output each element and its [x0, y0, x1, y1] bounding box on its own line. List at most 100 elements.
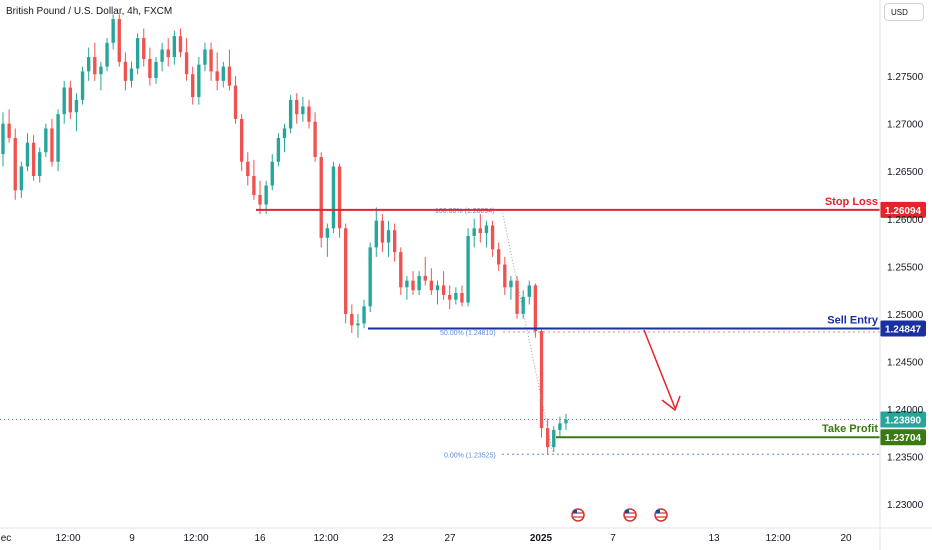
candle-body [331, 166, 336, 229]
candle-body [497, 249, 501, 265]
candle-body [466, 235, 470, 303]
candle-body [13, 137, 17, 191]
currency-selector[interactable]: USD [884, 3, 924, 21]
candle-body [539, 331, 544, 429]
candle-body [86, 57, 91, 72]
candle-body [93, 57, 97, 75]
candle-body [325, 228, 330, 238]
candle-body [374, 220, 378, 248]
x-tick-label: 16 [254, 533, 266, 544]
candles [1, 14, 568, 455]
candle-body [350, 313, 354, 326]
current-price-text: 1.23890 [885, 416, 922, 427]
candle-body [258, 195, 262, 205]
candle-body [123, 61, 128, 81]
x-tick-label: 12:00 [183, 533, 208, 544]
candle-body [441, 285, 446, 295]
level-price-tag [880, 429, 926, 446]
x-tick-label: ec [1, 533, 12, 544]
candle-body [246, 161, 250, 176]
candle-body [264, 185, 268, 205]
candle-body [362, 306, 366, 324]
flag-canton [656, 510, 660, 514]
candle-body [56, 114, 60, 162]
candle-body [74, 99, 79, 113]
candle-body [399, 252, 403, 288]
candle-body [552, 430, 556, 448]
x-tick-label: 20 [840, 533, 852, 544]
candle-body [19, 166, 24, 191]
candle-body [62, 87, 66, 115]
candle-body [142, 38, 146, 59]
candle-body [337, 166, 342, 229]
candle-body [129, 68, 134, 81]
level-price-text: 1.23704 [885, 433, 922, 444]
candle-body [411, 280, 415, 291]
x-tick-label: 9 [129, 533, 135, 544]
candle-body [38, 152, 42, 176]
candle-body [344, 228, 348, 314]
candle-body [209, 49, 213, 72]
candle-body [252, 176, 256, 196]
candle-body [282, 128, 287, 138]
candle-body [31, 142, 36, 176]
x-tick-label: 13 [708, 533, 720, 544]
level-price-tag [880, 320, 926, 337]
candle-body [154, 61, 158, 79]
candle-body [527, 285, 531, 297]
candle-body [295, 99, 299, 115]
level-price-text: 1.24847 [885, 325, 922, 336]
candle-body [545, 428, 550, 448]
level-name-label: Stop Loss [825, 196, 878, 208]
y-tick-label: 1.27000 [887, 120, 924, 131]
flag-canton [625, 510, 629, 514]
flag-canton [573, 510, 577, 514]
candle-body [25, 142, 30, 167]
y-tick-label: 1.27500 [887, 72, 924, 83]
candle-body [313, 121, 317, 157]
candle-body [160, 49, 164, 62]
candle-body [301, 106, 305, 115]
y-tick-label: 1.26500 [887, 167, 924, 178]
current-price-tag [880, 411, 926, 428]
fib-level-label: 50.00% (1.24810) [440, 330, 496, 337]
candle-body [448, 294, 452, 300]
y-tick-label: 1.26000 [887, 215, 924, 226]
candle-body [191, 74, 195, 98]
candle-body [356, 323, 360, 326]
candle-body [50, 128, 54, 162]
candle-body [503, 264, 507, 288]
level-name-label: Take Profit [822, 423, 878, 435]
fib-level-label: 100.00% (1.26094) [435, 208, 495, 215]
candle-body [423, 275, 427, 281]
candle-body [80, 71, 85, 100]
fib-level-label: 0.00% (1.23525) [444, 452, 496, 459]
candle-body [380, 220, 385, 243]
candle-body [135, 38, 140, 69]
candle-body [533, 285, 538, 332]
x-tick-label: 7 [610, 533, 616, 544]
candle-body [392, 230, 397, 253]
candle-body [221, 66, 225, 81]
y-tick-label: 1.24000 [887, 405, 924, 416]
candle-body [435, 285, 440, 291]
candle-body [184, 52, 189, 75]
candle-body [270, 161, 274, 186]
candle-body [1, 123, 5, 155]
down-arrow-head-icon [661, 395, 681, 412]
candle-body [239, 118, 244, 162]
candle-body [386, 230, 391, 243]
candle-body [509, 280, 513, 288]
candle-body [215, 71, 219, 81]
x-tick-label: 12:00 [55, 533, 80, 544]
candle-body [558, 423, 562, 431]
x-tick-label: 23 [382, 533, 394, 544]
candle-body [203, 49, 207, 65]
x-tick-label: 27 [444, 533, 456, 544]
candle-body [276, 137, 281, 162]
candle-body [405, 280, 409, 288]
candle-body [172, 36, 177, 58]
candle-body [148, 58, 152, 79]
